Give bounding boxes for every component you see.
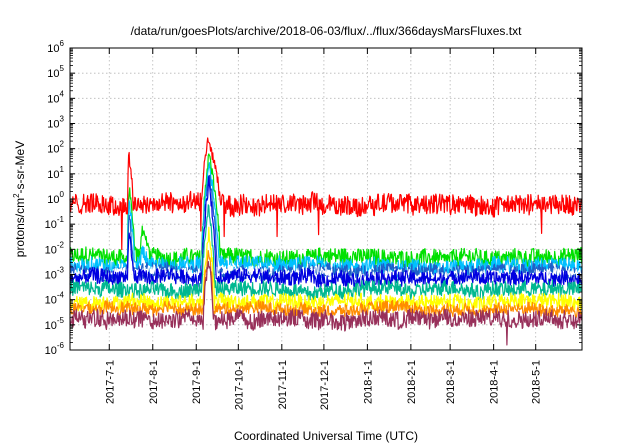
y-tick-label: 102 [47,140,64,156]
series-line [69,175,583,289]
y-tick-label: 10-2 [45,240,65,256]
series-line [69,260,583,346]
y-tick-label-base: 10 [47,144,59,156]
x-tick-label: 2017-11-1 [277,360,289,409]
y-tick-label-exponent: -1 [57,215,65,224]
y-axis-label-main: protons/cm [13,198,27,257]
y-tick-label-base: 10 [47,43,59,55]
y-axis-label: protons/cm2-s-sr-MeV [12,141,27,257]
y-tick-label: 10-3 [45,266,65,282]
y-tick-label-exponent: -2 [57,240,65,249]
y-tick-label-exponent: -6 [57,341,65,350]
x-tick-label: 2017-10-1 [233,360,245,410]
x-tick-label: 2017-9-1 [191,360,203,404]
series-line [69,187,583,283]
series-line [69,204,583,301]
y-tick-label-base: 10 [47,119,59,131]
y-tick-label: 104 [47,89,64,105]
y-axis-label-superscript: 2 [12,193,21,198]
y-tick-label-exponent: 5 [60,64,65,73]
x-tick-label: 2018-2-1 [406,360,418,404]
y-tick-label-base: 10 [47,194,59,206]
y-tick-label-base: 10 [47,169,59,181]
x-tick-label: 2018-3-1 [445,360,457,404]
y-tick-label-base: 10 [45,295,57,307]
ticks: 10-610-510-410-310-210-11001011021031041… [45,39,582,410]
y-tick-label-base: 10 [45,270,57,282]
series-line [69,226,583,313]
x-tick-label: 2017-12-1 [319,360,331,410]
y-tick-label-exponent: -3 [57,266,65,275]
y-tick-label: 101 [47,165,64,181]
y-tick-label: 10-1 [45,215,65,231]
y-tick-label: 105 [47,64,64,80]
y-tick-label: 106 [47,39,64,55]
y-tick-label-base: 10 [45,244,57,256]
y-tick-label: 100 [47,190,64,206]
x-tick-label: 2017-8-1 [148,360,160,404]
x-tick-label: 2018-1-1 [362,360,374,404]
y-tick-label: 10-4 [45,291,65,307]
y-tick-label: 103 [47,115,64,131]
y-tick-label-base: 10 [45,345,57,357]
y-tick-label-exponent: 2 [60,140,65,149]
y-tick-label-exponent: 4 [60,89,65,98]
x-tick-label: 2018-5-1 [531,360,543,404]
x-tick-label: 2017-7-1 [104,360,116,404]
y-axis-label-rest: -s-sr-MeV [13,141,27,194]
y-tick-label-exponent: -4 [57,291,65,300]
y-tick-label-exponent: 3 [60,115,65,124]
y-tick-label-base: 10 [47,68,59,80]
y-tick-label-exponent: 6 [60,39,65,48]
x-axis-label: Coordinated Universal Time (UTC) [234,429,418,443]
y-tick-label-exponent: 1 [60,165,65,174]
y-tick-label-exponent: -5 [57,316,65,325]
chart-title: /data/run/goesPlots/archive/2018-06-03/f… [131,24,523,38]
y-tick-label-base: 10 [47,93,59,105]
y-tick-label-base: 10 [45,219,57,231]
series-line [69,137,583,251]
y-tick-label: 10-5 [45,316,65,332]
series-group [69,137,583,346]
y-tick-label-base: 10 [45,320,57,332]
x-tick-label: 2018-4-1 [489,360,501,404]
series-line [69,153,583,269]
y-tick-label-exponent: 0 [60,190,65,199]
y-tick-label: 10-6 [45,341,65,357]
